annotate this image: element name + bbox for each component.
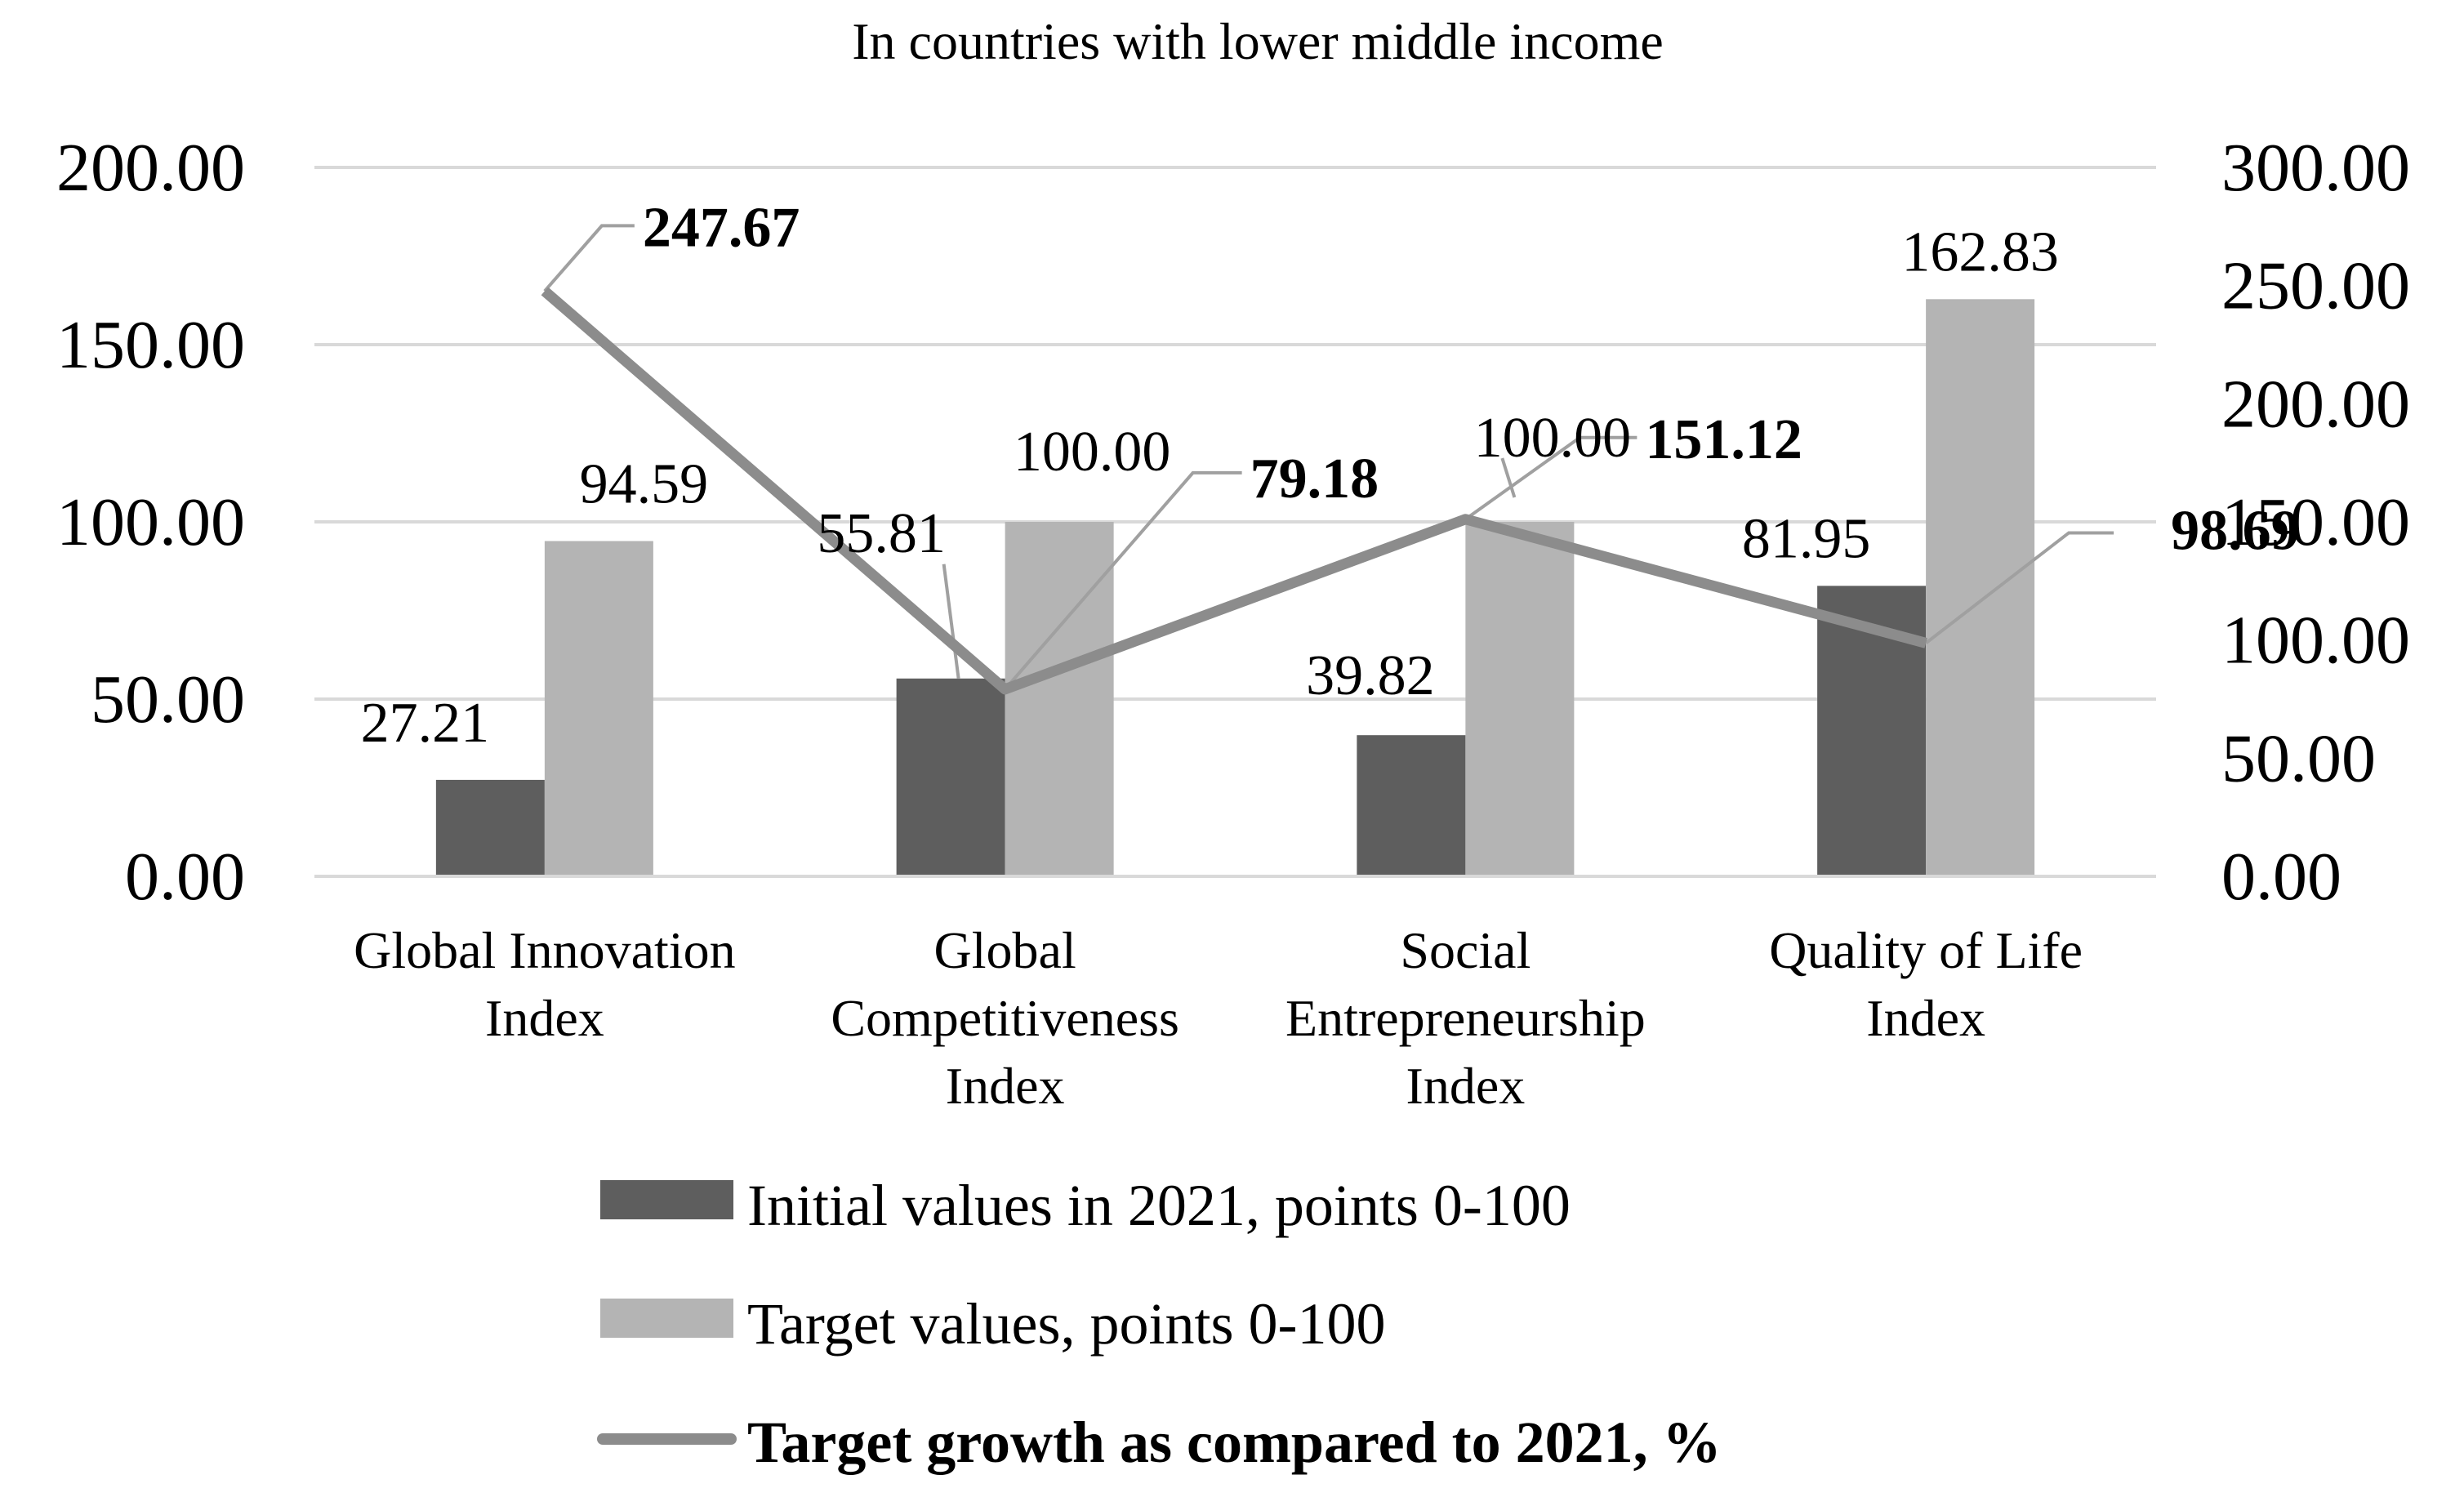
y-right-tick-label: 300.00	[2221, 130, 2410, 206]
bar-target	[1926, 299, 2035, 876]
leader-line	[1004, 470, 1242, 691]
data-label-growth: 151.12	[1645, 408, 1802, 471]
data-label-growth: 247.67	[643, 196, 800, 259]
x-tick-label: Social Entrepreneurship Index	[1285, 921, 1646, 1115]
legend: Initial values in 2021, points 0-100 Targ…	[597, 1173, 1722, 1475]
bar-initial-2021	[1357, 735, 1466, 876]
x-tick-label-line: Competitiveness	[831, 989, 1179, 1047]
y-left-tick-label: 50.00	[91, 662, 245, 737]
data-label-growth: 79.18	[1250, 448, 1379, 510]
y-right-tick-label: 250.00	[2221, 248, 2410, 324]
data-label-initial: 81.95	[1742, 507, 1871, 570]
x-tick-label: Global Competitiveness Index	[831, 921, 1179, 1115]
x-tick-label: Quality of Life Index	[1769, 921, 2083, 1047]
data-label-growth: 98.69	[2171, 499, 2300, 562]
y-left-tick-label: 150.00	[56, 307, 245, 383]
y-right-tick-label: 0.00	[2221, 839, 2341, 915]
chart-title: In countries with lower middle income	[852, 12, 1664, 70]
y-right-tick-label: 200.00	[2221, 366, 2410, 442]
y-axis-left: 0.00 50.00 100.00 150.00 200.00	[56, 130, 245, 915]
bar-target	[1465, 522, 1575, 876]
data-labels: 27.21 55.81 39.82 81.95 94.59 100.00 100.00 162…	[361, 196, 2300, 755]
x-tick-label-line: Index	[946, 1057, 1065, 1115]
data-label-target: 100.00	[1014, 421, 1171, 483]
x-tick-label-line: Index	[1406, 1057, 1526, 1115]
data-label-initial: 39.82	[1306, 644, 1435, 707]
bar-initial-2021	[896, 678, 1005, 876]
x-tick-label-line: Quality of Life	[1769, 921, 2083, 979]
data-label-target: 162.83	[1901, 221, 2059, 283]
data-label-target: 94.59	[580, 452, 709, 515]
legend-swatch	[600, 1299, 733, 1338]
y-axis-right: 0.00 50.00 100.00 150.00 200.00 250.00 300.00	[2221, 130, 2410, 915]
data-label-target: 100.00	[1474, 407, 1632, 470]
bars	[435, 299, 2035, 876]
y-right-tick-label: 100.00	[2221, 603, 2410, 679]
bar-target	[544, 541, 653, 876]
y-left-tick-label: 100.00	[56, 484, 245, 560]
x-tick-label-line: Index	[1866, 989, 1985, 1047]
x-tick-label-line: Global Innovation	[354, 921, 735, 979]
x-tick-label-line: Social	[1400, 921, 1531, 979]
y-right-tick-label: 50.00	[2221, 720, 2376, 796]
legend-label: Target values, points 0-100	[747, 1291, 1386, 1357]
y-left-tick-label: 200.00	[56, 130, 245, 206]
label-leader-lines	[543, 224, 2114, 691]
leader-line	[543, 224, 635, 292]
x-tick-label-line: Entrepreneurship	[1285, 989, 1646, 1047]
data-label-initial: 27.21	[361, 692, 490, 755]
growth-line	[541, 287, 1927, 695]
legend-label: Initial values in 2021, points 0-100	[747, 1173, 1571, 1238]
leader-line	[942, 564, 960, 679]
leader-line	[1500, 457, 1517, 498]
data-label-initial: 55.81	[817, 502, 946, 565]
leader-line	[1464, 435, 1637, 521]
x-tick-label: Global Innovation Index	[354, 921, 735, 1047]
legend-label: Target growth as compared to 2021, %	[747, 1410, 1722, 1475]
legend-swatch	[600, 1180, 733, 1219]
x-tick-label-line: Index	[485, 989, 604, 1047]
x-tick-label-line: Global	[934, 921, 1076, 979]
y-left-tick-label: 0.00	[125, 839, 245, 915]
y-right-tick-label: 150.00	[2221, 484, 2410, 560]
bar-initial-2021	[435, 779, 545, 876]
leader-line	[1924, 531, 2114, 645]
growth-line-series	[541, 287, 1927, 695]
x-axis: Global Innovation Index Global Competitiven…	[314, 875, 2156, 1115]
bar-target	[1005, 522, 1114, 876]
